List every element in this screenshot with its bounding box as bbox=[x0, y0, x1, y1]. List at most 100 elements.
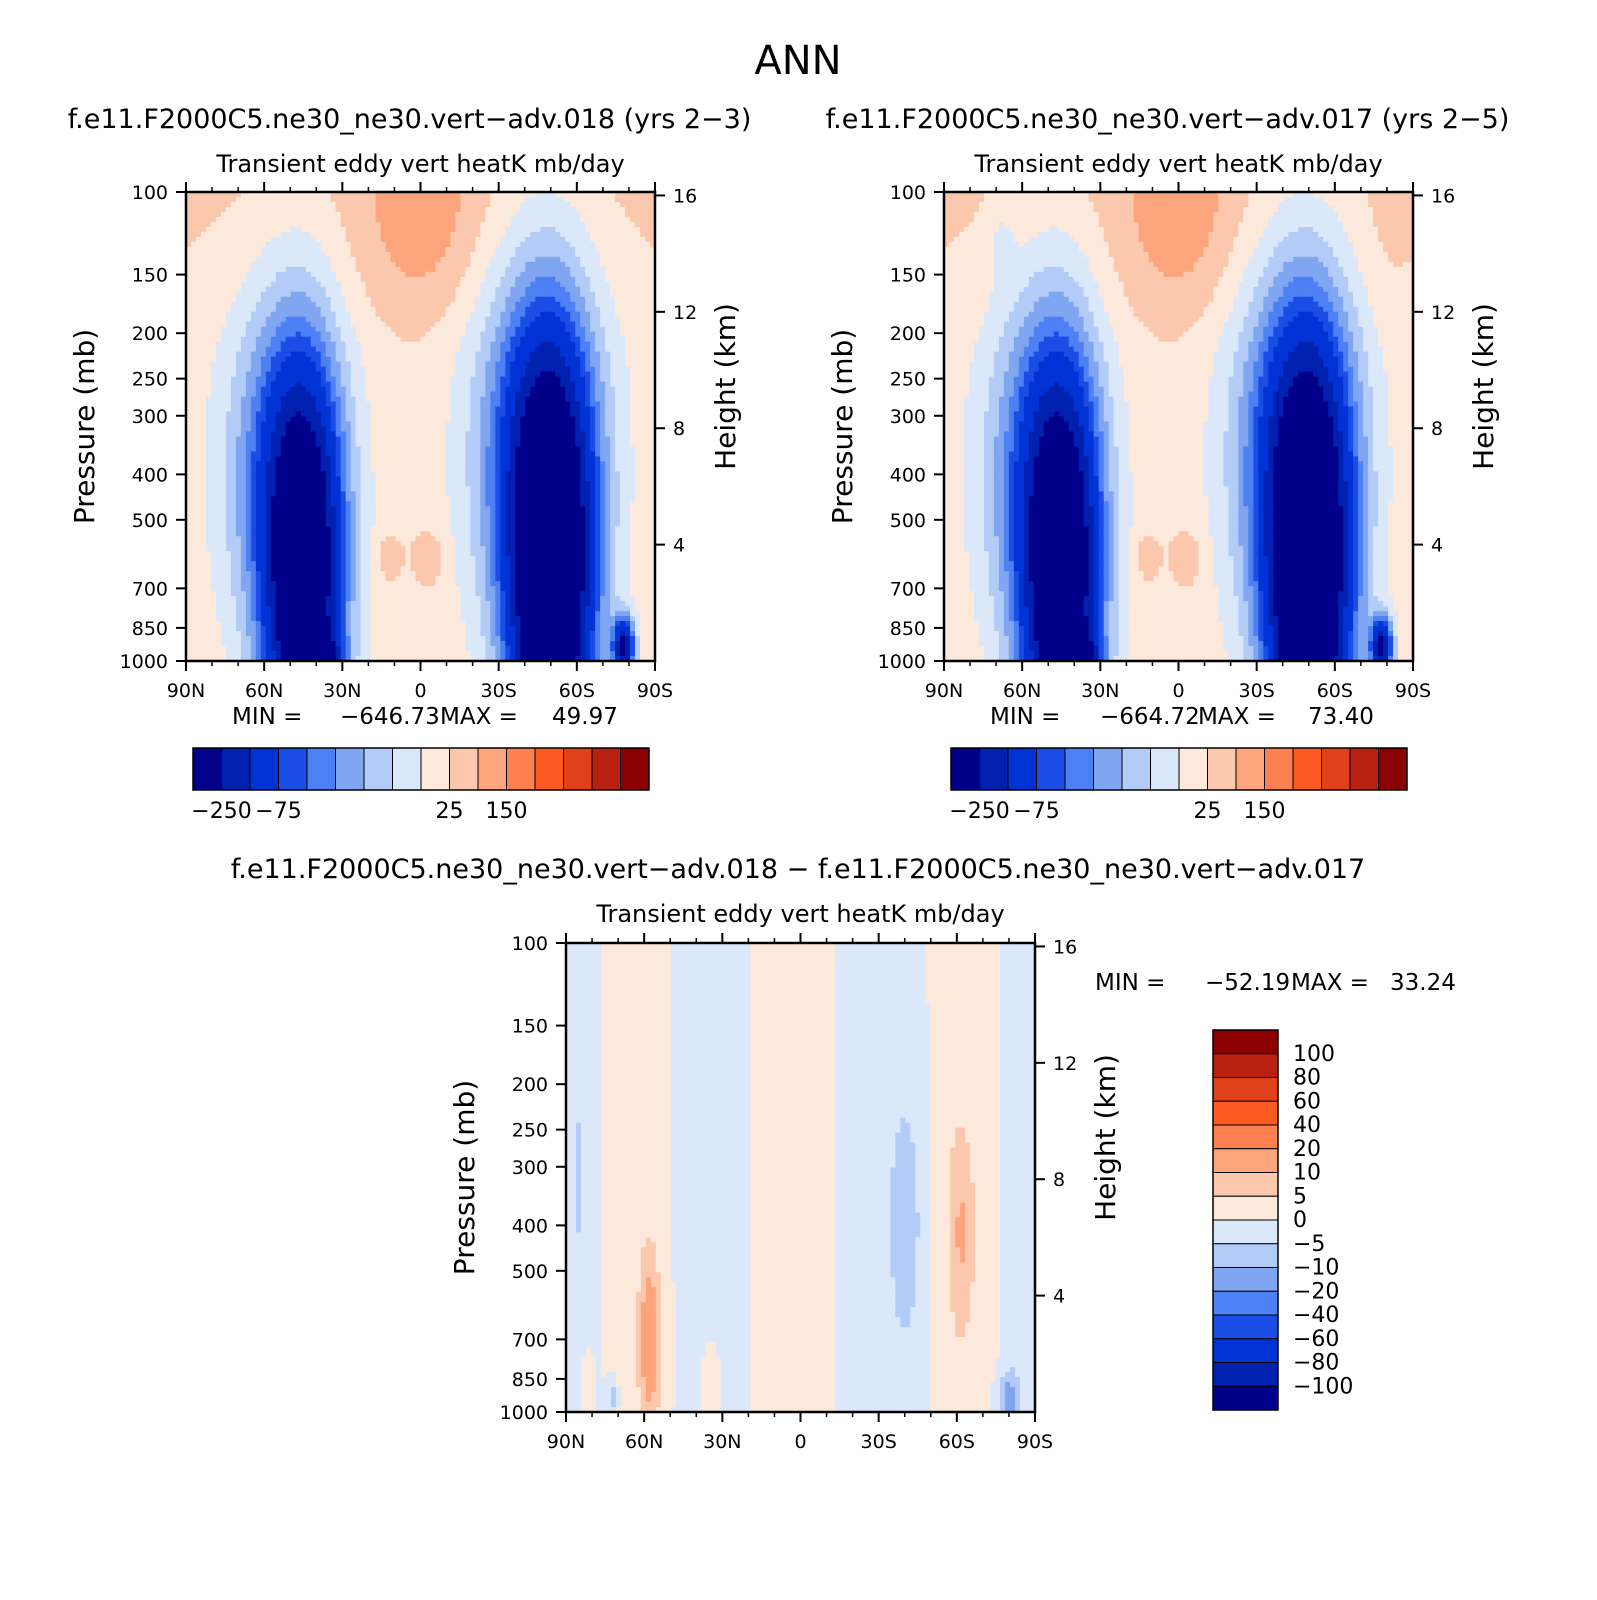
heatmap-cell bbox=[440, 381, 447, 388]
heatmap-cell bbox=[505, 316, 511, 323]
heatmap-cell bbox=[375, 286, 382, 293]
heatmap-cell bbox=[395, 341, 402, 348]
heatmap-cell bbox=[195, 421, 202, 428]
heatmap-cell bbox=[380, 226, 387, 233]
heatmap-cell bbox=[405, 266, 412, 273]
heatmap-cell bbox=[635, 356, 641, 363]
heatmap-cell bbox=[475, 421, 481, 428]
heatmap-cell bbox=[390, 356, 397, 363]
heatmap-cell bbox=[400, 441, 407, 448]
heatmap-cell bbox=[260, 286, 267, 293]
heatmap-cell bbox=[415, 436, 422, 443]
heatmap-cell bbox=[330, 406, 337, 413]
heatmap-cell bbox=[565, 416, 571, 423]
heatmap-cell bbox=[505, 446, 511, 453]
heatmap-cell bbox=[300, 346, 307, 353]
heatmap-cell bbox=[565, 436, 571, 443]
heatmap-cell bbox=[485, 446, 491, 453]
heatmap-cell bbox=[280, 416, 287, 423]
heatmap-cell bbox=[505, 336, 511, 343]
heatmap-cell bbox=[220, 431, 227, 438]
heatmap-cell bbox=[440, 361, 447, 368]
heatmap-cell bbox=[340, 426, 347, 433]
heatmap-cell bbox=[630, 371, 636, 378]
heatmap-cell bbox=[415, 196, 422, 203]
heatmap-cell bbox=[350, 256, 357, 263]
heatmap-cell bbox=[480, 446, 486, 453]
heatmap-cell bbox=[375, 246, 382, 253]
heatmap-cell bbox=[400, 401, 407, 408]
heatmap-cell bbox=[630, 396, 636, 403]
heatmap-cell bbox=[550, 446, 556, 453]
heatmap-cell bbox=[235, 261, 242, 268]
heatmap-cell bbox=[305, 261, 312, 268]
heatmap-cell bbox=[355, 311, 362, 318]
heatmap-cell bbox=[635, 192, 641, 198]
heatmap-cell bbox=[530, 361, 536, 368]
heatmap-cell bbox=[400, 361, 407, 368]
heatmap-cell bbox=[580, 271, 586, 278]
heatmap-cell bbox=[570, 381, 576, 388]
heatmap-cell bbox=[400, 246, 407, 253]
heatmap-cell bbox=[425, 431, 432, 438]
heatmap-cell bbox=[335, 286, 342, 293]
heatmap-cell bbox=[460, 296, 466, 303]
heatmap-cell bbox=[625, 291, 631, 298]
heatmap-cell bbox=[415, 311, 422, 318]
heatmap-cell bbox=[225, 276, 232, 283]
heatmap-cell bbox=[300, 256, 307, 263]
heatmap-cell bbox=[455, 286, 462, 293]
heatmap-cell bbox=[235, 276, 242, 283]
heatmap-cell bbox=[450, 381, 457, 388]
heatmap-cell bbox=[375, 366, 382, 373]
heatmap-cell bbox=[380, 286, 387, 293]
heatmap-cell bbox=[610, 211, 616, 218]
heatmap-cell bbox=[445, 241, 452, 248]
heatmap-cell bbox=[260, 406, 267, 413]
heatmap-cell bbox=[520, 216, 526, 223]
heatmap-cell bbox=[480, 441, 486, 448]
heatmap-cell bbox=[460, 196, 466, 203]
heatmap-cell bbox=[480, 261, 486, 268]
heatmap-cell bbox=[605, 441, 611, 448]
heatmap-cell bbox=[305, 411, 312, 418]
heatmap-cell bbox=[475, 296, 481, 303]
heatmap-cell bbox=[450, 261, 457, 268]
heatmap-cell bbox=[415, 241, 422, 248]
heatmap-cell bbox=[270, 361, 277, 368]
heatmap-cell bbox=[645, 306, 651, 313]
heatmap-cell bbox=[395, 236, 402, 243]
heatmap-cell bbox=[625, 436, 631, 443]
heatmap-cell bbox=[370, 256, 377, 263]
heatmap-cell bbox=[595, 206, 601, 213]
heatmap-cell bbox=[580, 226, 586, 233]
heatmap-cell bbox=[360, 376, 367, 383]
heatmap-cell bbox=[295, 391, 302, 398]
heatmap-cell bbox=[205, 256, 212, 263]
heatmap-cell bbox=[355, 271, 362, 278]
heatmap-cell bbox=[545, 226, 551, 233]
heatmap-cell bbox=[585, 306, 591, 313]
heatmap-cell bbox=[550, 311, 556, 318]
heatmap-cell bbox=[370, 371, 377, 378]
heatmap-cell bbox=[640, 381, 646, 388]
heatmap-cell bbox=[325, 356, 332, 363]
heatmap-cell bbox=[325, 451, 332, 458]
heatmap-cell bbox=[355, 221, 362, 228]
heatmap-cell bbox=[530, 351, 536, 358]
heatmap-cell bbox=[560, 226, 566, 233]
heatmap-cell bbox=[360, 221, 367, 228]
heatmap-cell bbox=[540, 341, 546, 348]
heatmap-cell bbox=[425, 206, 432, 213]
heatmap-cell bbox=[220, 366, 227, 373]
heatmap-cell bbox=[575, 261, 581, 268]
heatmap-cell bbox=[625, 256, 631, 263]
heatmap-cell bbox=[350, 296, 357, 303]
heatmap-cell bbox=[640, 206, 646, 213]
heatmap-cell bbox=[575, 221, 581, 228]
heatmap-cell bbox=[285, 321, 292, 328]
heatmap-cell bbox=[330, 416, 337, 423]
heatmap-cell bbox=[385, 271, 392, 278]
heatmap-cell bbox=[645, 441, 651, 448]
heatmap-cell bbox=[650, 276, 655, 283]
